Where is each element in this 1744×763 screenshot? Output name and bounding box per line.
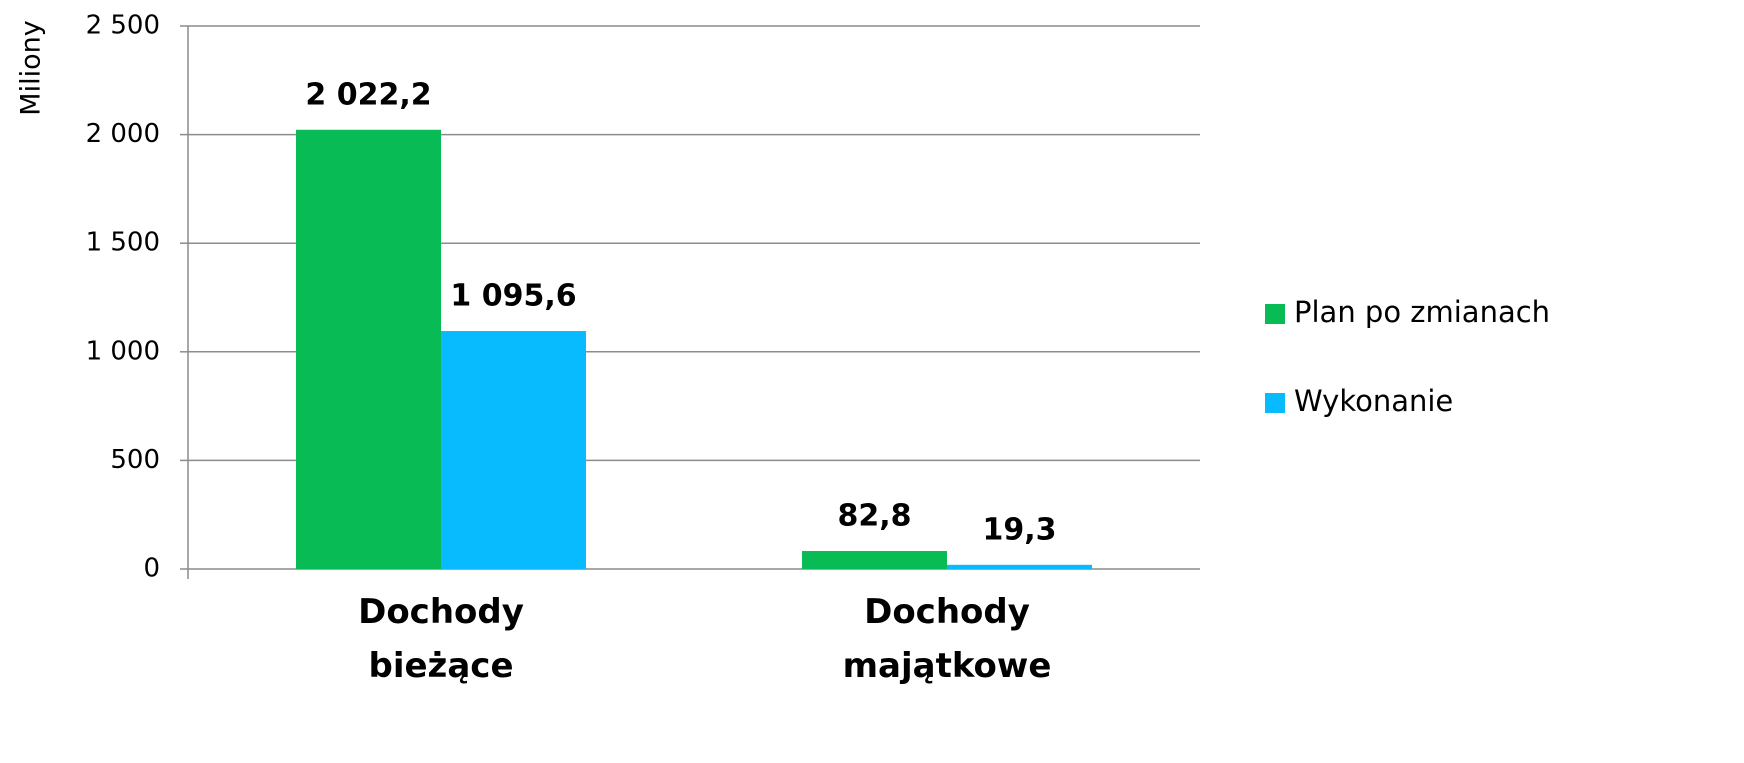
legend-swatch bbox=[1265, 304, 1285, 324]
y-tick-label: 2 500 bbox=[86, 11, 160, 41]
y-tick-label: 1 000 bbox=[86, 336, 160, 366]
bar bbox=[441, 331, 586, 569]
value-label: 2 022,2 bbox=[305, 77, 431, 112]
value-label: 1 095,6 bbox=[450, 279, 576, 314]
legend-swatch bbox=[1265, 393, 1285, 413]
y-tick-label: 1 500 bbox=[86, 228, 160, 258]
bar bbox=[296, 129, 441, 570]
y-tick-label: 0 bbox=[143, 554, 160, 584]
y-tick-label: 500 bbox=[110, 445, 160, 475]
value-label: 82,8 bbox=[837, 499, 911, 534]
value-label: 19,3 bbox=[982, 512, 1056, 547]
bar bbox=[802, 551, 947, 569]
legend-label: Wykonanie bbox=[1294, 384, 1453, 418]
y-axis-label: Miliony bbox=[16, 20, 47, 115]
y-tick-label: 2 000 bbox=[86, 119, 160, 149]
legend-label: Plan po zmianach bbox=[1294, 295, 1550, 329]
x-tick-label: Dochody bieżące bbox=[358, 592, 524, 686]
x-tick-label: Dochody majątkowe bbox=[842, 592, 1052, 686]
bar bbox=[947, 564, 1092, 569]
